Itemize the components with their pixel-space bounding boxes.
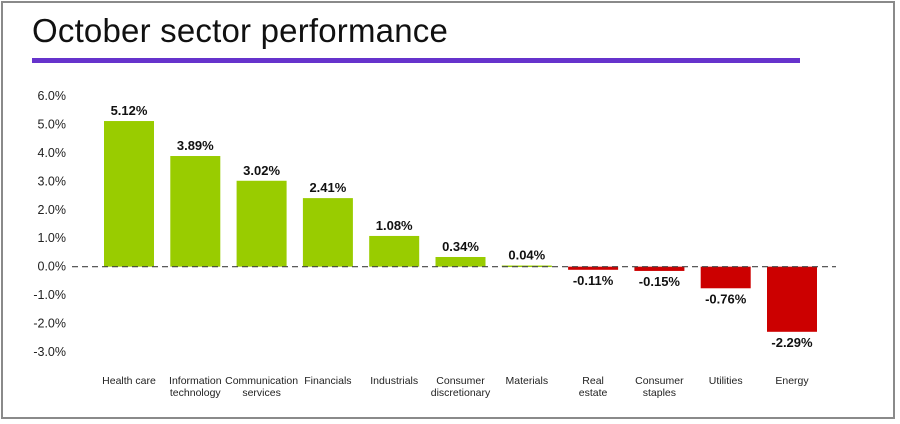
data-label: 5.12% — [111, 103, 148, 118]
chart-frame — [1, 1, 895, 419]
y-tick-label: 4.0% — [38, 146, 67, 160]
y-tick-label: -1.0% — [33, 288, 66, 302]
x-tick-label: Energy — [775, 375, 809, 387]
y-tick-label: 3.0% — [38, 174, 67, 188]
x-tick-label: Health care — [102, 375, 156, 387]
x-tick-label: Information — [169, 375, 222, 387]
x-tick-label: Financials — [304, 375, 351, 387]
x-tick-label: Consumer — [436, 375, 485, 387]
y-tick-label: 0.0% — [38, 260, 67, 274]
data-label: 3.02% — [243, 163, 280, 178]
bar — [700, 266, 751, 289]
data-label: 0.34% — [442, 239, 479, 254]
x-tick-label: Materials — [505, 375, 548, 387]
y-tick-label: 2.0% — [38, 203, 67, 217]
data-labels: 5.12% 3.89% 3.02% 2.41% 1.08% 0.34% 0.04% -0.11… — [111, 103, 813, 350]
y-axis: 6.0% 5.0% 4.0% 3.0% 2.0% 1.0% 0.0% -1.0% -2.0% -3… — [33, 89, 66, 359]
data-label: 2.41% — [309, 180, 346, 195]
bar — [767, 266, 817, 332]
data-label: 1.08% — [376, 218, 413, 233]
bar — [435, 256, 486, 267]
bar — [634, 266, 685, 271]
x-tick-label: Industrials — [370, 375, 418, 387]
bar — [568, 266, 619, 270]
data-label: -0.11% — [573, 273, 614, 288]
x-tick-label: technology — [170, 387, 222, 399]
x-tick-label: Consumer — [635, 375, 684, 387]
data-label: -0.76% — [705, 291, 747, 306]
x-tick-label: services — [242, 387, 281, 399]
x-axis: Health care InformationtechnologyCommunic… — [102, 375, 809, 399]
x-tick-label: Utilities — [709, 375, 743, 387]
data-label: -0.15% — [639, 274, 681, 289]
x-tick-label: estate — [579, 387, 608, 399]
y-tick-label: -2.0% — [33, 317, 66, 331]
data-label: 3.89% — [177, 138, 214, 153]
bar — [170, 156, 221, 267]
x-tick-label: discretionary — [431, 387, 491, 399]
bars — [104, 121, 817, 332]
bar — [302, 198, 353, 267]
bar — [369, 235, 420, 267]
bar — [236, 180, 287, 267]
y-tick-label: -3.0% — [33, 345, 66, 359]
bar — [104, 121, 154, 267]
x-tick-label: Communication — [225, 375, 298, 387]
x-tick-label: Real — [582, 375, 604, 387]
x-tick-label: staples — [643, 387, 676, 399]
title-underline — [32, 58, 800, 63]
y-tick-label: 5.0% — [38, 117, 67, 131]
data-label: -2.29% — [771, 335, 813, 350]
y-tick-label: 6.0% — [38, 89, 67, 103]
chart-title: October sector performance — [32, 12, 449, 49]
y-tick-label: 1.0% — [38, 231, 67, 245]
data-label: 0.04% — [508, 248, 545, 263]
